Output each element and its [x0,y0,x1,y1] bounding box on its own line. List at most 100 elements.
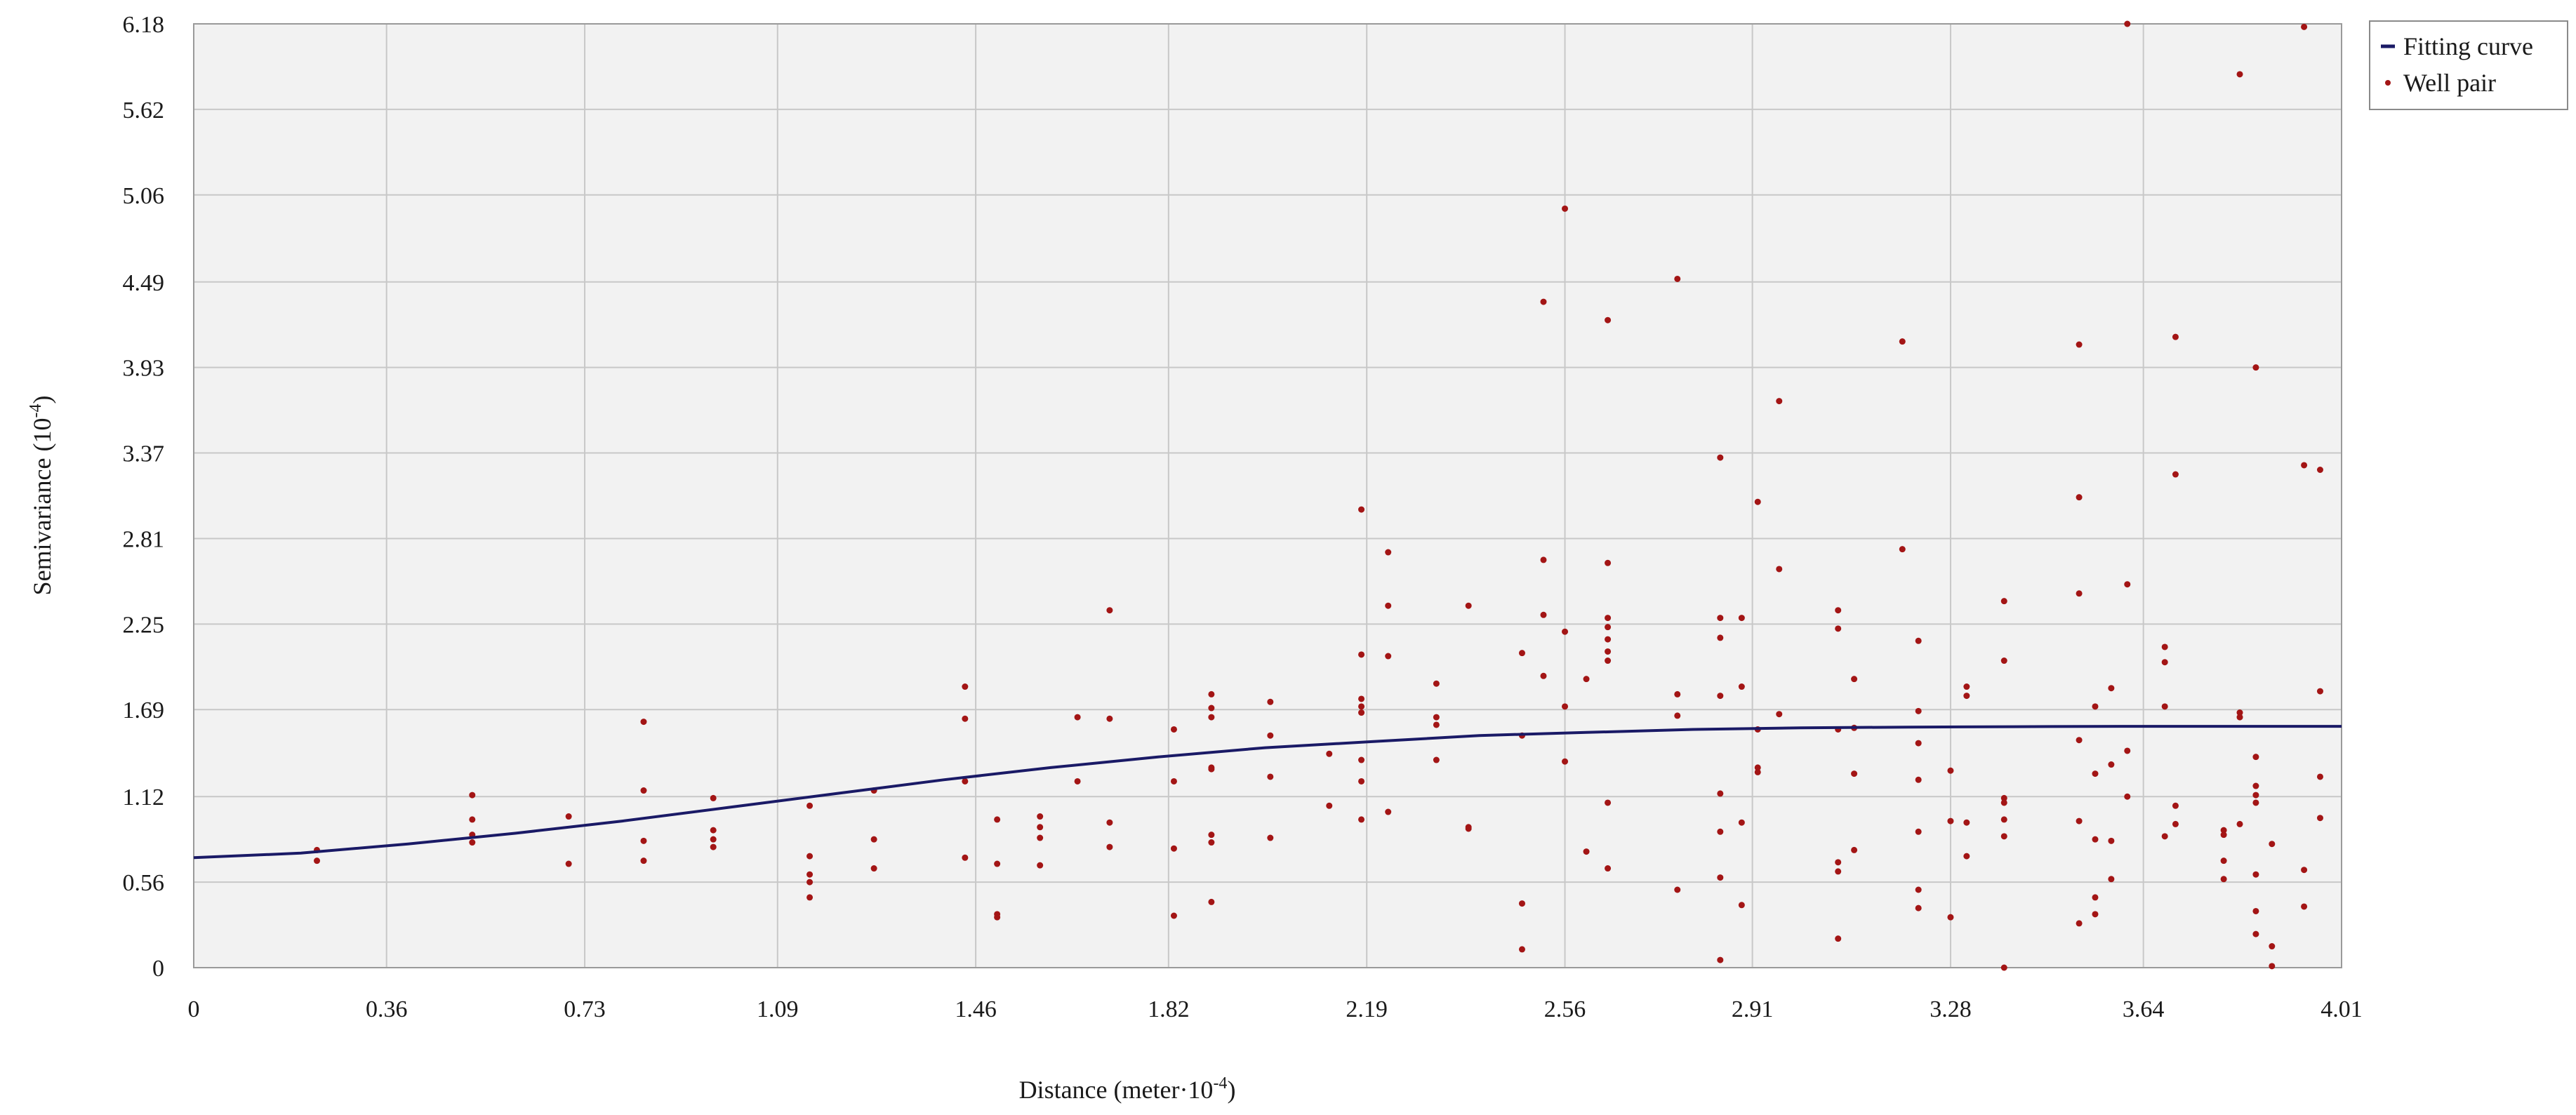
well-pair-point [710,794,717,801]
y-tick-label: 0.56 [123,870,165,896]
well-pair-point [1851,676,1858,683]
well-pair-point [1776,398,1783,405]
well-pair-point [2269,963,2276,970]
well-pair-point [1037,862,1044,869]
well-pair-point [1540,611,1547,618]
x-tick-label: 2.19 [1346,996,1388,1022]
well-pair-point [2124,747,2131,754]
x-tick-label: 1.82 [1148,996,1190,1022]
well-pair-point [1899,546,1906,553]
well-pair-point [1106,843,1113,850]
well-pair-point [2092,911,2099,918]
well-pair-point [1433,756,1440,763]
well-pair-point [1037,824,1044,831]
well-pair-point [2236,820,2243,827]
well-pair-point [2108,837,2115,844]
well-pair-point [806,853,814,860]
well-pair-point [1106,819,1113,826]
well-pair-point [1385,549,1392,556]
well-pair-point [1963,853,1970,860]
well-pair-point [1208,766,1215,773]
well-pair-point [1358,709,1365,716]
well-pair-point [2161,833,2168,840]
well-pair-point [1776,566,1783,573]
well-pair-point [1915,904,1922,912]
well-pair-point [2000,816,2007,823]
well-pair-point [1947,817,1954,824]
well-pair-point [2000,799,2007,806]
well-pair-point [1963,683,1970,690]
well-pair-point [1605,316,1612,323]
well-pair-point [1358,651,1365,658]
well-pair-point [2316,467,2323,474]
well-pair-point [1835,625,1842,632]
legend-point-swatch [2385,80,2391,86]
x-tick-label: 2.56 [1544,996,1586,1022]
well-pair-point [2252,907,2259,914]
well-pair-point [1717,634,1724,641]
y-tick-label: 1.12 [123,784,165,810]
well-pair-point [1963,693,1970,700]
well-pair-point [1947,767,1954,774]
well-pair-point [1776,711,1783,718]
well-pair-point [1170,912,1177,919]
well-pair-point [2252,754,2259,761]
well-pair-point [2252,871,2259,878]
well-pair-point [314,857,321,864]
x-tick-label: 0.73 [564,996,606,1022]
well-pair-point [2124,793,2131,800]
x-tick-label: 4.01 [2321,996,2363,1022]
x-tick-label: 2.91 [1732,996,1774,1022]
well-pair-point [1518,900,1525,907]
well-pair-point [1605,648,1612,655]
well-pair-point [1208,690,1215,697]
well-pair-point [962,715,969,722]
well-pair-point [2252,782,2259,789]
y-tick-label: 0 [152,956,164,982]
well-pair-point [1358,777,1365,784]
well-pair-point [2301,23,2308,30]
well-pair-point [1208,714,1215,721]
well-pair-point [2092,703,2099,710]
well-pair-point [2000,598,2007,605]
well-pair-point [2236,71,2243,78]
well-pair-point [1208,839,1215,846]
well-pair-point [2108,761,2115,768]
well-pair-point [1915,637,1922,644]
well-pair-point [1605,657,1612,665]
x-tick-label: 0.36 [366,996,408,1022]
well-pair-point [2124,581,2131,588]
y-tick-label: 6.18 [123,12,165,38]
well-pair-point [1433,721,1440,728]
well-pair-point [1170,845,1177,852]
well-pair-point [1358,816,1365,823]
well-pair-point [1037,834,1044,841]
well-pair-point [1717,828,1724,835]
fitting-curve [193,725,2342,860]
legend-box [2369,20,2568,110]
well-pair-point [1605,636,1612,643]
well-pair-points [314,20,2323,971]
well-pair-point [1835,935,1842,942]
well-pair-point [1899,338,1906,345]
well-pair-point [1433,680,1440,687]
well-pair-point [1674,886,1681,893]
well-pair-point [1106,715,1113,722]
well-pair-point [2076,817,2083,824]
well-pair-point [1717,874,1724,881]
well-pair-point [2236,709,2243,716]
well-pair-point [565,813,572,820]
well-pair-point [1326,802,1333,809]
well-pair-point [1717,454,1724,461]
well-pair-point [2172,333,2179,340]
well-pair-point [1674,712,1681,719]
well-pair-point [962,854,969,861]
well-pair-point [2301,867,2308,874]
well-pair-point [1738,902,1745,909]
well-pair-point [2252,364,2259,371]
x-tick-label: 1.09 [757,996,799,1022]
well-pair-point [2316,815,2323,822]
well-pair-point [994,860,1001,867]
well-pair-point [994,914,1001,921]
